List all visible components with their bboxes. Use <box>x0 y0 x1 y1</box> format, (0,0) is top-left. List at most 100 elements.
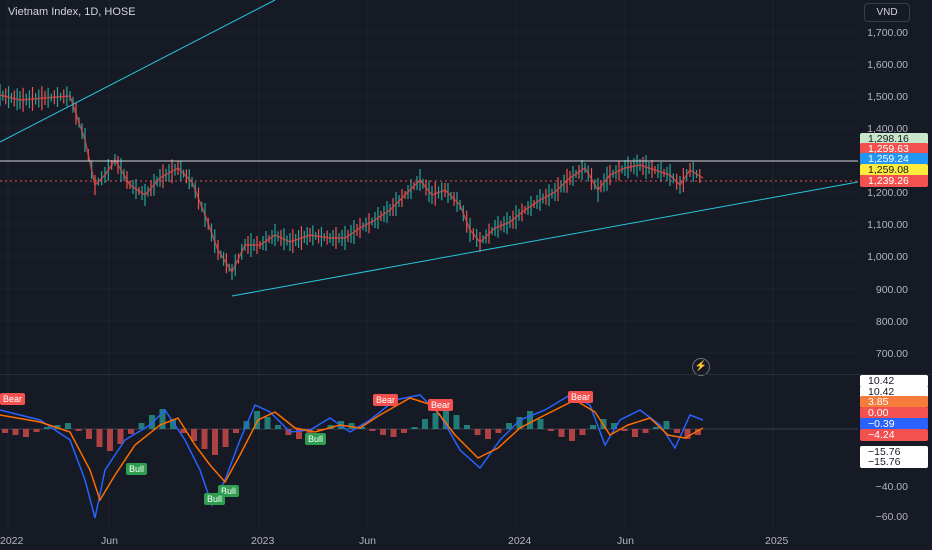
osc-tag: 0.00 <box>860 407 928 419</box>
symbol-title[interactable]: Vietnam Index, 1D, HOSE <box>8 6 136 18</box>
histogram-bar <box>663 421 670 429</box>
osc-tag: −0.39 <box>860 418 928 430</box>
time-axis-label: 2022 <box>0 535 24 547</box>
histogram-bar <box>548 429 554 431</box>
histogram-bar <box>474 429 481 435</box>
histogram-bar <box>674 429 680 433</box>
histogram-bar <box>12 429 19 435</box>
histogram-bar <box>516 417 523 429</box>
histogram-bar <box>443 407 449 429</box>
histogram-bar <box>684 429 691 439</box>
price-axis-label: 700.00 <box>875 348 908 360</box>
lightning-icon[interactable]: ⚡ <box>692 358 710 376</box>
bull-signal: Bull <box>126 463 148 475</box>
histogram-bar <box>569 429 575 441</box>
macd-line <box>0 394 704 519</box>
price-axis-label: 1,400.00 <box>867 123 908 135</box>
histogram-bar <box>159 409 166 429</box>
histogram-bar <box>107 429 113 451</box>
time-axis-label: 2024 <box>508 535 532 547</box>
osc-tag: −15.76 <box>860 446 928 458</box>
histogram-bar <box>506 423 512 429</box>
histogram-bar <box>621 429 628 431</box>
histogram-bar <box>75 429 82 431</box>
histogram-bar <box>401 429 407 433</box>
histogram-bar <box>138 423 145 429</box>
osc-axis-label: −60.00 <box>875 511 908 523</box>
histogram-bar <box>306 429 313 435</box>
time-axis-label: Jun <box>359 535 376 547</box>
price-tag: 1,298.16 <box>860 133 928 145</box>
time-axis-label: Jun <box>101 535 118 547</box>
price-axis-label: 1,500.00 <box>867 91 908 103</box>
histogram-bar <box>537 419 544 429</box>
histogram-bar <box>96 429 103 447</box>
histogram-bar <box>579 429 586 435</box>
price-tag: 1,239.26 <box>860 175 928 187</box>
price-axis-label: 1,700.00 <box>867 27 908 39</box>
histogram-bar <box>23 429 29 437</box>
trend-line <box>0 0 276 143</box>
time-axis-label: 2025 <box>765 535 789 547</box>
histogram-bar <box>453 415 460 429</box>
histogram-bar <box>191 429 197 441</box>
histogram-bar <box>380 429 386 435</box>
osc-axis-label: −40.00 <box>875 481 908 493</box>
histogram-bar <box>527 411 533 429</box>
histogram-bar <box>495 429 502 433</box>
histogram-bar <box>86 429 92 439</box>
histogram-bar <box>180 429 187 433</box>
histogram-bar <box>222 429 229 447</box>
signal-line <box>0 397 704 502</box>
bull-signal: Bull <box>204 493 226 505</box>
histogram-bar <box>611 423 617 429</box>
bull-signal: Bull <box>305 433 327 445</box>
histogram-bar <box>170 419 176 429</box>
price-axis-label: 1,000.00 <box>867 251 908 263</box>
histogram-bar <box>254 411 260 429</box>
bear-signal: Bear <box>0 393 26 405</box>
trend-line <box>231 181 859 297</box>
histogram-bar <box>390 429 397 437</box>
histogram-bar <box>642 429 649 433</box>
price-tag: 1,259.24 <box>860 153 928 165</box>
histogram-bar <box>558 429 565 437</box>
histogram-bar <box>359 427 365 429</box>
histogram-bar <box>275 425 281 429</box>
histogram-bar <box>695 429 701 435</box>
histogram-bar <box>201 429 208 449</box>
currency-button[interactable]: VND <box>864 3 910 22</box>
histogram-bar <box>2 429 8 433</box>
histogram-bar <box>65 423 71 429</box>
histogram-bar <box>632 429 638 437</box>
osc-tag: −4.24 <box>860 429 928 441</box>
histogram-bar <box>285 429 292 435</box>
histogram-bar <box>128 429 134 434</box>
osc-tag: 10.42 <box>860 386 928 398</box>
price-tag: 1,259.08 <box>860 164 928 176</box>
bear-signal: Bear <box>428 399 454 411</box>
histogram-bar <box>117 429 124 444</box>
histogram-bar <box>590 425 596 429</box>
bear-signal: Bear <box>373 394 399 406</box>
histogram-bar <box>54 425 61 429</box>
time-axis-label: Jun <box>617 535 634 547</box>
histogram-bar <box>411 427 418 429</box>
histogram-bar <box>422 419 428 429</box>
histogram-bar <box>44 427 50 429</box>
price-axis-label: 1,600.00 <box>867 59 908 71</box>
histogram-bar <box>296 429 302 439</box>
osc-tag: −15.76 <box>860 456 928 468</box>
histogram-bar <box>432 413 439 429</box>
pane-divider[interactable] <box>0 374 932 375</box>
histogram-bar <box>33 429 40 432</box>
time-axis-label: 2023 <box>251 535 275 547</box>
moving-average-line <box>0 94 704 274</box>
histogram-bar <box>264 417 271 429</box>
histogram-bar <box>233 429 239 433</box>
price-axis-label: 1,100.00 <box>867 219 908 231</box>
histogram-bar <box>369 429 376 431</box>
osc-tag: 3.85 <box>860 396 928 408</box>
